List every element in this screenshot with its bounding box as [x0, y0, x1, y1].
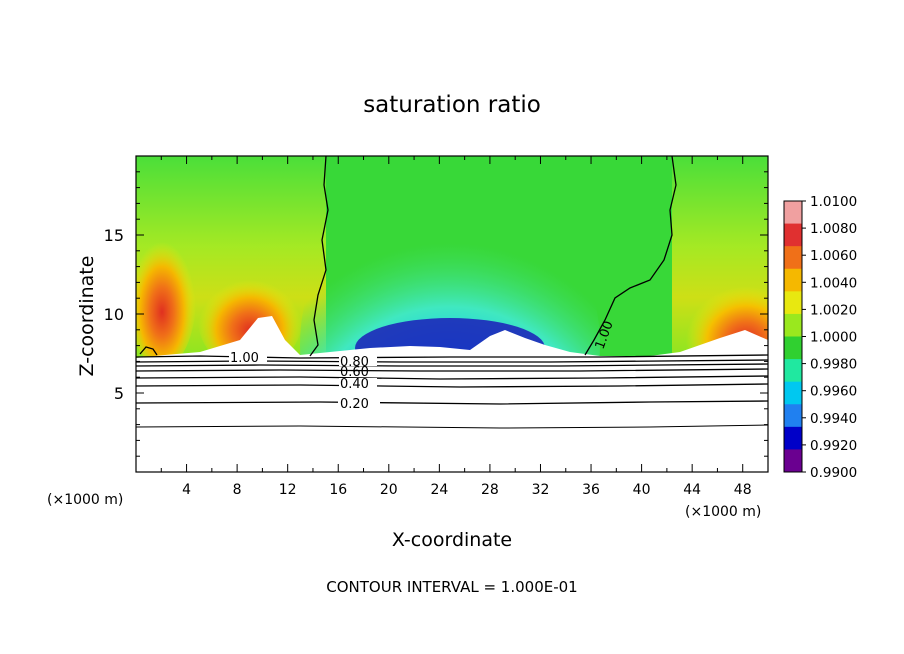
contour-line-6 — [135, 383, 769, 388]
x-tick-label: 12 — [279, 482, 297, 498]
colorbar-label: 0.9940 — [810, 411, 857, 427]
colorbar-label: 0.9960 — [810, 384, 857, 400]
contour-line-7 — [135, 400, 769, 405]
contour-line-2 — [135, 359, 769, 363]
colorbar-swatch — [784, 381, 802, 405]
contour-label-0-40: 0.40 — [340, 377, 369, 392]
contour-line-5 — [135, 375, 769, 380]
colorbar-label: 1.0060 — [810, 248, 857, 264]
colorbar-label: 1.0020 — [810, 302, 857, 318]
contour-line-8 — [135, 424, 769, 429]
contour-label-0-80: 0.80 — [340, 355, 369, 370]
y-tick-label: 5 — [114, 384, 124, 403]
x-tick-label: 20 — [380, 482, 398, 498]
contour-label-0-20: 0.20 — [340, 397, 369, 412]
colorbar-label: 1.0100 — [810, 194, 857, 210]
colorbar-swatch — [784, 223, 802, 247]
contour-line-4 — [135, 368, 769, 372]
x-tick-label: 44 — [683, 482, 701, 498]
contour-label-1-00: 1.00 — [230, 351, 259, 366]
colorbar-swatch — [784, 291, 802, 315]
colorbar-swatch — [784, 426, 802, 450]
warm-region-left — [136, 228, 196, 368]
x-tick-label: 4 — [182, 482, 191, 498]
contour-label-0-60: 0.60 — [340, 365, 369, 380]
x-axis-label: X-coordinate — [392, 529, 512, 551]
colorbar-label: 1.0000 — [810, 330, 857, 346]
colorbar-swatch — [784, 336, 802, 360]
colorbar-swatch — [784, 404, 802, 428]
colorbar-label: 1.0040 — [810, 275, 857, 291]
colorbar-swatch — [784, 246, 802, 270]
colorbar-swatch — [784, 313, 802, 337]
x-unit-right: (×1000 m) — [685, 504, 761, 520]
colorbar-label: 0.9980 — [810, 357, 857, 373]
contour-lines — [135, 155, 769, 429]
x-unit-left: (×1000 m) — [47, 492, 123, 508]
contour-labels: 1.00 0.80 0.60 0.40 0.20 1.00 — [229, 319, 617, 412]
x-tick-label: 16 — [329, 482, 347, 498]
x-tick-label: 24 — [430, 482, 448, 498]
y-tick-label: 15 — [104, 226, 124, 245]
colorbar-swatch — [784, 268, 802, 292]
x-tick-label: 36 — [582, 482, 600, 498]
colorbar-swatch — [784, 359, 802, 383]
contour-line-upper-left — [309, 155, 329, 357]
contour-line-upper-right — [584, 155, 677, 356]
footer-note: CONTOUR INTERVAL = 1.000E-01 — [326, 578, 577, 596]
colorbar-label: 0.9900 — [810, 465, 857, 481]
y-axis: 5 10 15 — [104, 171, 768, 457]
colorbar-label: 1.0080 — [810, 221, 857, 237]
colorbar: 1.0100 1.0080 1.0060 1.0040 1.0020 1.0000 0.99… — [783, 194, 857, 481]
contour-line-corner — [139, 346, 158, 356]
x-axis: 4 8 12 16 20 24 28 32 36 40 44 48 — [160, 156, 752, 498]
colorbar-swatch — [784, 449, 802, 473]
chart-title: saturation ratio — [363, 92, 541, 118]
x-tick-label: 48 — [734, 482, 752, 498]
x-tick-label: 40 — [633, 482, 651, 498]
colorbar-label: 0.9920 — [810, 438, 857, 454]
colorbar-swatch — [784, 201, 802, 225]
lower-region — [136, 316, 768, 472]
plot-area — [136, 156, 768, 472]
contour-line-3 — [135, 363, 769, 367]
y-tick-label: 10 — [104, 305, 124, 324]
y-axis-label: Z-coordinate — [76, 256, 98, 377]
x-tick-label: 8 — [233, 482, 242, 498]
x-tick-label: 28 — [481, 482, 499, 498]
x-tick-label: 32 — [532, 482, 550, 498]
